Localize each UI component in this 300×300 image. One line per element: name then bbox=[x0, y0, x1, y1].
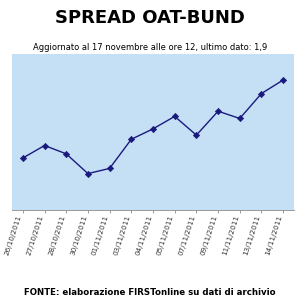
Text: Aggiornato al 17 novembre alle ore 12, ultimo dato: 1,9: Aggiornato al 17 novembre alle ore 12, u… bbox=[33, 44, 267, 52]
Text: SPREAD OAT-BUND: SPREAD OAT-BUND bbox=[55, 9, 245, 27]
Text: FONTE: elaborazione FIRSTonline su dati di archivio: FONTE: elaborazione FIRSTonline su dati … bbox=[24, 288, 276, 297]
